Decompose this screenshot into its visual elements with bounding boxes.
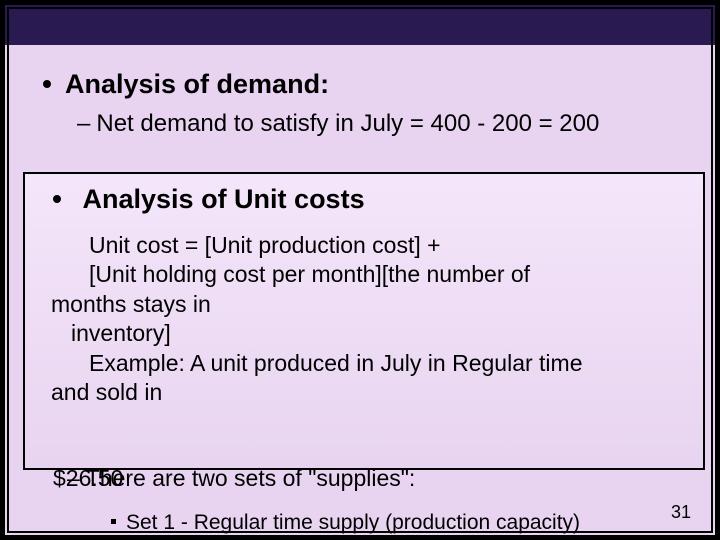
bullet-dot-icon <box>53 195 61 203</box>
slide-inner-frame: Analysis of demand: –Net demand to satis… <box>7 7 713 533</box>
line-unit-cost-formula-4: inventory] <box>51 319 695 348</box>
slide-outer-frame: Analysis of demand: –Net demand to satis… <box>0 0 720 540</box>
page-number: 31 <box>671 502 691 523</box>
bullet-dot-icon <box>43 80 51 88</box>
sub-bullet-net-demand: –Net demand to satisfy in July = 400 - 2… <box>77 110 701 138</box>
overlay-box-unit-costs: Analysis of Unit costs Unit cost = [Unit… <box>23 172 705 470</box>
heading-text: Analysis of demand: <box>65 69 329 99</box>
small-bullet-icon <box>111 519 116 524</box>
main-content: Analysis of demand: –Net demand to satis… <box>19 69 701 138</box>
heading-text: Analysis of Unit costs <box>83 184 365 214</box>
heading-analysis-unit-costs: Analysis of Unit costs <box>53 184 695 215</box>
line-unit-cost-formula-3: months stays in <box>51 290 695 319</box>
dash-icon: – <box>77 110 90 137</box>
line-unit-cost-formula-1: Unit cost = [Unit production cost] + <box>51 231 695 260</box>
sub-bullet-set1-text: Set 1 - Regular time supply (production … <box>126 511 580 534</box>
sub-bullet-set1: Set 1 - Regular time supply (production … <box>111 511 697 535</box>
heading-analysis-demand: Analysis of demand: <box>43 69 701 100</box>
line-unit-cost-formula-2: [Unit holding cost per month][the number… <box>51 260 695 289</box>
sub-bullet-text: Net demand to satisfy in July = 400 - 20… <box>96 110 599 137</box>
overlay-body-text: Unit cost = [Unit production cost] + [Un… <box>51 231 695 408</box>
line-example-1: Example: A unit produced in July in Regu… <box>51 349 695 378</box>
line-example-2: and sold in <box>51 378 695 407</box>
